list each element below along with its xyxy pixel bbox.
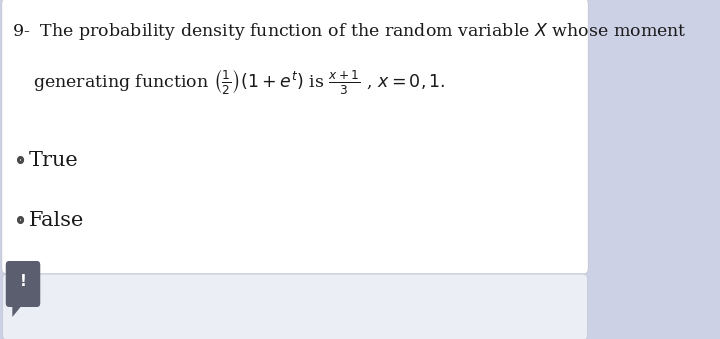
FancyBboxPatch shape <box>1 0 588 274</box>
FancyBboxPatch shape <box>2 274 588 339</box>
Text: True: True <box>30 151 79 170</box>
Circle shape <box>19 218 22 222</box>
Text: 9-  The probability density function of the random variable $X$ whose moment: 9- The probability density function of t… <box>12 21 687 42</box>
Text: generating function $\left(\frac{1}{2}\right)(1 + e^t)$ is $\frac{x+1}{3}$ , $x : generating function $\left(\frac{1}{2}\r… <box>33 67 446 96</box>
Text: !: ! <box>19 275 27 290</box>
Text: False: False <box>30 211 84 230</box>
Polygon shape <box>12 303 24 317</box>
Circle shape <box>19 158 22 162</box>
FancyBboxPatch shape <box>6 261 40 307</box>
